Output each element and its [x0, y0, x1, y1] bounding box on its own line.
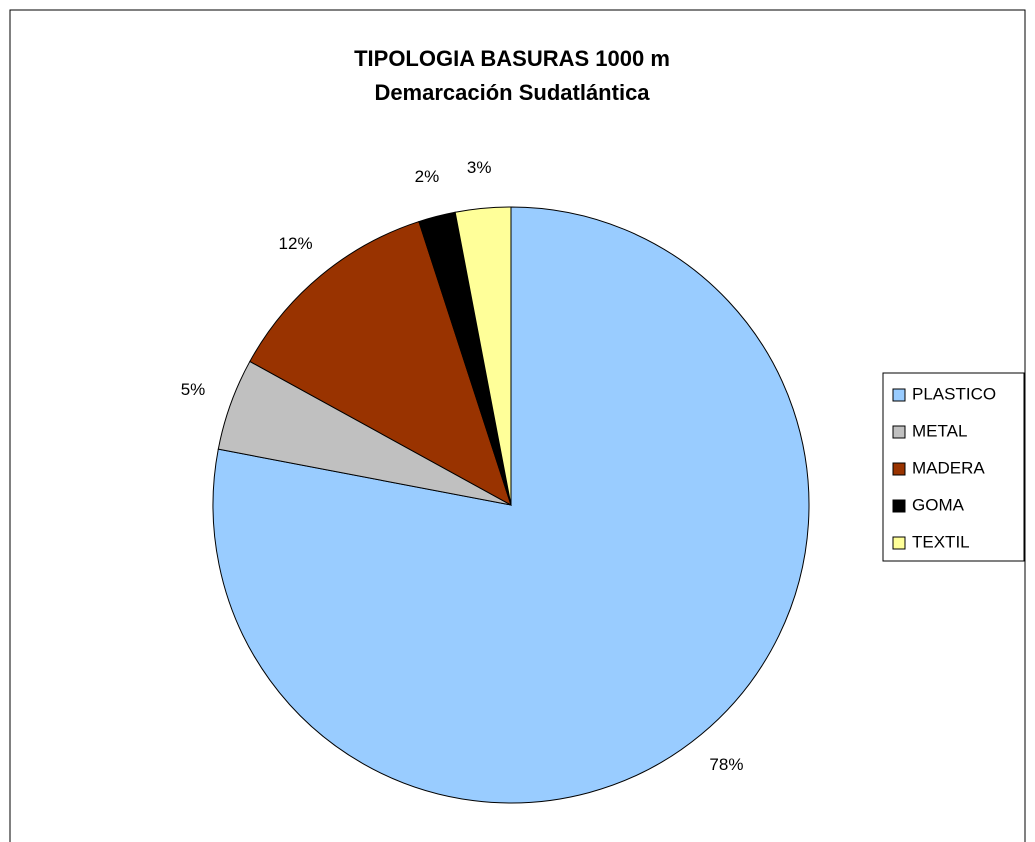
- legend-swatch: [892, 499, 906, 513]
- legend-swatch: [892, 536, 906, 550]
- data-label: 12%: [279, 234, 313, 253]
- legend-box: [882, 372, 1025, 562]
- data-label: 5%: [181, 380, 206, 399]
- legend-label: TEXTIL: [912, 532, 970, 551]
- chart-subtitle: Demarcación Sudatlántica: [374, 80, 650, 105]
- data-label: 78%: [709, 755, 743, 774]
- data-label: 2%: [415, 167, 440, 186]
- pie-slice: [212, 206, 810, 804]
- legend-label: GOMA: [912, 495, 965, 514]
- data-label: 3%: [467, 158, 492, 177]
- legend-swatch: [892, 462, 906, 476]
- chart-title: TIPOLOGIA BASURAS 1000 m: [354, 46, 670, 71]
- pie-slice: [454, 206, 512, 506]
- legend-swatch: [892, 425, 906, 439]
- pie-slice: [249, 220, 512, 507]
- legend-label: PLASTICO: [912, 384, 996, 403]
- legend-label: METAL: [912, 421, 967, 440]
- legend-label: MADERA: [912, 458, 985, 477]
- legend-swatch: [892, 388, 906, 402]
